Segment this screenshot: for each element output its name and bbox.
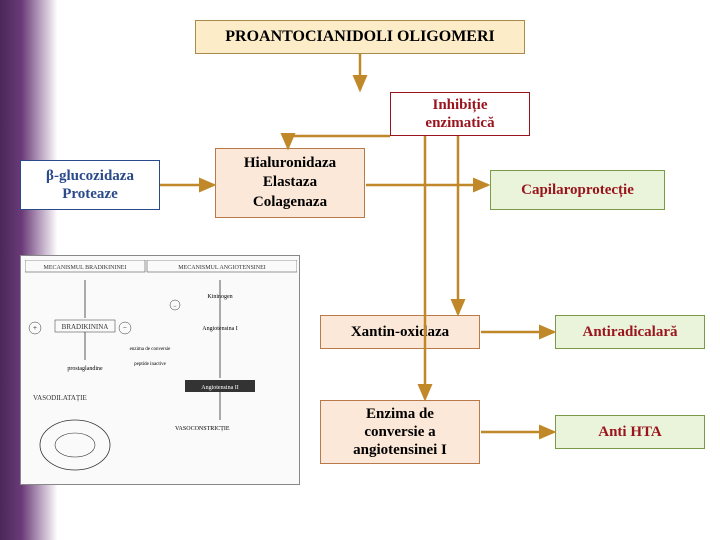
mid-line3: Colagenaza — [253, 193, 327, 213]
svg-text:Angiotensina I: Angiotensina I — [202, 326, 238, 332]
inhib-line1: Inhibiție — [432, 96, 487, 114]
enzima-box: Enzima de conversie a angiotensinei I — [320, 400, 480, 464]
enzima-line3: angiotensinei I — [353, 441, 447, 459]
svg-text:peptide inactive: peptide inactive — [134, 362, 167, 367]
hialuronidaza-box: Hialuronidaza Elastaza Colagenaza — [215, 148, 365, 218]
svg-text:VASODILATAȚIE: VASODILATAȚIE — [33, 394, 87, 402]
xantin-text: Xantin-oxidaza — [351, 324, 449, 341]
antiradicalara-box: Antiradicalară — [555, 315, 705, 349]
title-box: PROANTOCIANIDOLI OLIGOMERI — [195, 20, 525, 54]
svg-text:prostaglandine: prostaglandine — [67, 366, 103, 372]
svg-text:BRADIKININA: BRADIKININA — [62, 323, 109, 331]
mid-line1: Hialuronidaza — [244, 154, 336, 174]
antihta-box: Anti HTA — [555, 415, 705, 449]
title-text: PROANTOCIANIDOLI OLIGOMERI — [225, 28, 495, 46]
left-line1: β-glucozidaza — [46, 167, 134, 185]
svg-text:+: + — [33, 324, 37, 332]
xantin-box: Xantin-oxidaza — [320, 315, 480, 349]
mechanism-diagram: MECANISMUL BRADIKININEI MECANISMUL ANGIO… — [20, 255, 300, 485]
capilaroprotectie-box: Capilaroprotecție — [490, 170, 665, 210]
diagram-header2: MECANISMUL ANGIOTENSINEI — [178, 265, 266, 271]
mid-line2: Elastaza — [263, 173, 317, 193]
enzima-line1: Enzima de — [366, 405, 434, 423]
antihta-text: Anti HTA — [598, 424, 661, 441]
inhibition-box: Inhibiție enzimatică — [390, 92, 530, 136]
svg-text:VASOCONSTRICȚIE: VASOCONSTRICȚIE — [175, 426, 230, 432]
antirad-text: Antiradicalară — [583, 324, 678, 341]
diagram-header1: MECANISMUL BRADIKININEI — [44, 265, 127, 271]
capilar-text: Capilaroprotecție — [521, 182, 634, 199]
enzima-line2: conversie a — [364, 423, 435, 441]
left-line2: Proteaze — [62, 185, 118, 203]
inhib-line2: enzimatică — [425, 114, 494, 132]
svg-text:−: − — [123, 324, 127, 332]
glucozidaza-box: β-glucozidaza Proteaze — [20, 160, 160, 210]
svg-text:Kininogen: Kininogen — [207, 294, 232, 300]
svg-text:Angiotensina II: Angiotensina II — [201, 385, 239, 391]
svg-text:−: − — [173, 304, 177, 310]
svg-text:enzima de conversie: enzima de conversie — [130, 347, 172, 352]
